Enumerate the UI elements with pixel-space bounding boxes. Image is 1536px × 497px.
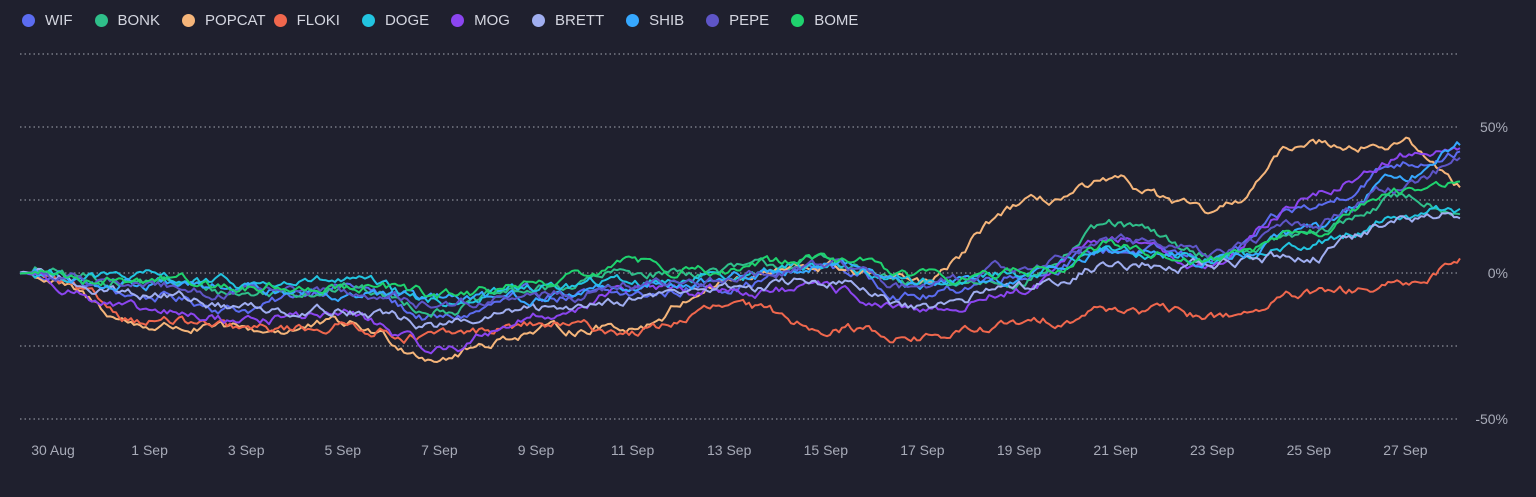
legend-dot-icon xyxy=(626,13,640,27)
x-tick-label: 15 Sep xyxy=(804,442,849,458)
legend-item-bonk[interactable]: BONK xyxy=(94,11,161,29)
legend-item-bome[interactable]: BOME xyxy=(791,12,858,29)
series-line-bome xyxy=(19,180,1461,300)
legend-item-pepe[interactable]: PEPE xyxy=(706,12,769,29)
legend-dot-icon xyxy=(94,13,108,27)
legend-label: MOG xyxy=(474,11,510,29)
y-tick-label: -50% xyxy=(1475,411,1508,427)
x-tick-label: 17 Sep xyxy=(900,442,945,458)
series-line-floki xyxy=(19,257,1461,344)
legend-dot-icon xyxy=(706,13,720,27)
x-tick-label: 11 Sep xyxy=(611,442,655,458)
legend-dot-icon xyxy=(22,13,35,27)
x-tick-label: 27 Sep xyxy=(1383,442,1428,458)
y-axis: 50% 0% -50% xyxy=(1475,119,1508,427)
legend-label: SHIB xyxy=(649,11,685,29)
legend-dot-icon xyxy=(451,13,465,27)
legend-item-wif[interactable]: WIF xyxy=(22,12,73,29)
series-line-pepe xyxy=(19,156,1461,309)
x-tick-label: 7 Sep xyxy=(421,442,458,458)
legend-dot-icon xyxy=(361,13,375,27)
legend-label: BONK xyxy=(117,11,161,29)
legend-item-brett[interactable]: BRETT xyxy=(531,11,605,29)
x-tick-label: 1 Sep xyxy=(131,442,168,458)
legend-label: BRETT xyxy=(554,11,605,29)
legend-item-mog[interactable]: MOG xyxy=(451,12,510,29)
chart-legend: WIF BONK POPCAT FLOKI DOGE MOG BRETT SHIB PEPE BO… xyxy=(22,10,880,30)
x-tick-label: 13 Sep xyxy=(707,442,752,458)
legend-label: PEPE xyxy=(729,11,770,29)
x-axis: 30 Aug 1 Sep 3 Sep 5 Sep 7 Sep 9 Sep 11 Sep 13 … xyxy=(31,442,1428,458)
legend-label: FLOKI xyxy=(296,11,340,29)
series-layer xyxy=(19,136,1461,363)
y-tick-label: 50% xyxy=(1480,119,1508,135)
x-tick-label: 25 Sep xyxy=(1287,442,1332,458)
legend-dot-icon xyxy=(273,13,287,27)
legend-dot-icon xyxy=(531,13,545,27)
legend-label: DOGE xyxy=(384,11,430,29)
x-tick-label: 5 Sep xyxy=(325,442,362,458)
legend-item-shib[interactable]: SHIB xyxy=(626,12,684,29)
legend-label: POPCAT xyxy=(205,11,266,29)
x-tick-label: 21 Sep xyxy=(1093,442,1138,458)
legend-dot-icon xyxy=(791,13,805,27)
legend-item-doge[interactable]: DOGE xyxy=(361,11,430,29)
gridlines xyxy=(20,53,1460,420)
x-tick-label: 19 Sep xyxy=(997,442,1042,458)
legend-item-popcat[interactable]: POPCAT xyxy=(182,12,266,29)
legend-label: WIF xyxy=(45,11,73,29)
x-tick-label: 3 Sep xyxy=(228,442,265,458)
legend-dot-icon xyxy=(182,13,196,27)
x-tick-label: 9 Sep xyxy=(518,442,555,458)
series-line-shib xyxy=(19,141,1461,307)
x-tick-label: 30 Aug xyxy=(31,442,75,458)
y-tick-label: 0% xyxy=(1488,265,1508,281)
legend-label: BOME xyxy=(814,11,859,29)
series-line-brett xyxy=(19,212,1461,330)
x-tick-label: 23 Sep xyxy=(1190,442,1235,458)
legend-item-floki[interactable]: FLOKI xyxy=(273,11,340,29)
series-line-mog xyxy=(19,146,1461,355)
